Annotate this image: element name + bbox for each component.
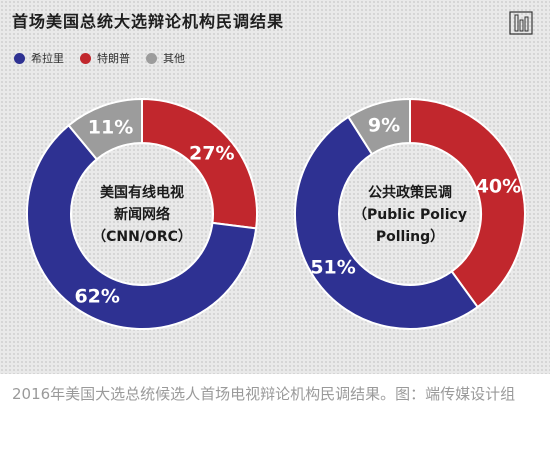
slice-value-label: 27%	[189, 142, 234, 164]
legend-label-clinton: 希拉里	[31, 52, 64, 65]
donut-slice-other	[346, 97, 411, 156]
donut-center-label: 美国有线电视	[100, 184, 184, 201]
slice-value-label: 51%	[310, 256, 355, 278]
slice-value-label: 40%	[476, 175, 521, 197]
donut-center-label: Polling）	[376, 229, 444, 245]
legend-label-trump: 特朗普	[97, 52, 130, 65]
donut-slice-clinton	[294, 115, 479, 330]
donut-center-label: （Public Policy	[353, 207, 467, 223]
donut-center-label: 新闻网络	[114, 206, 170, 223]
slice-value-label: 11%	[88, 116, 133, 138]
donut-slice-other	[67, 97, 143, 161]
legend-item-other: 其他	[146, 50, 185, 66]
donut-chart-ppp: 40% 51% 9% 公共政策民调 （Public Policy Polling）	[294, 97, 526, 330]
legend-item-trump: 特朗普	[80, 50, 130, 66]
legend-swatch-trump	[80, 52, 91, 64]
legend: 希拉里 特朗普 其他	[14, 50, 185, 66]
donut-slice-clinton	[26, 123, 258, 330]
legend-item-clinton: 希拉里	[14, 50, 64, 66]
legend-swatch-other	[146, 52, 157, 64]
donut-center-label: 公共政策民调	[368, 184, 452, 201]
legend-swatch-clinton	[14, 52, 25, 64]
legend-label-other: 其他	[163, 52, 185, 65]
logo-icon	[509, 11, 533, 35]
slice-value-label: 9%	[368, 115, 400, 137]
figure-caption: 2016年美国大选总统候选人首场电视辩论机构民调结果。图：端传媒设计组	[12, 385, 516, 403]
donut-center-label: （CNN/ORC）	[92, 229, 192, 245]
donut-slice-trump	[409, 97, 526, 309]
chart-title: 首场美国总统大选辩论机构民调结果	[12, 12, 285, 31]
slice-value-label: 62%	[74, 285, 119, 307]
